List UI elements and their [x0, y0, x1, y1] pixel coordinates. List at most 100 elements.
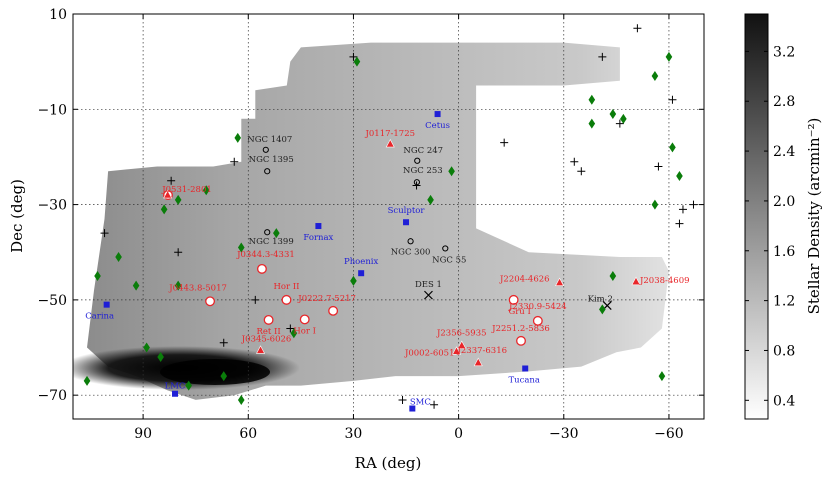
triangle-marker: [163, 189, 173, 199]
green-diamond-marker: [185, 380, 192, 391]
plus-marker: [678, 205, 687, 214]
cluster-circle-marker: [407, 238, 414, 245]
green-diamond-marker: [237, 242, 245, 253]
y-tick-label: −70: [37, 388, 67, 404]
x-axis-ticks: 90 60 30 0 −30 −60: [134, 14, 684, 442]
point-label: NGC 300: [391, 247, 431, 257]
x-tick-label: −60: [654, 426, 684, 442]
plus-marker: [251, 295, 260, 304]
satellite-circle-marker: [299, 314, 310, 325]
point-label: Phoenix: [344, 257, 379, 267]
plus-marker: [174, 248, 183, 257]
green-diamond-marker: [609, 109, 617, 120]
plus-marker: [689, 200, 698, 209]
colorbar-tick-label: 2.8: [773, 94, 795, 110]
point-label: NGC 1407: [247, 135, 292, 145]
dwarf-galaxy-square-marker: [358, 270, 365, 277]
cluster-circle-marker: [264, 229, 271, 236]
point-label: J2337-6316: [456, 346, 507, 356]
y-axis-label: Dec (deg): [8, 179, 26, 253]
green-diamond-marker: [273, 228, 280, 239]
point-label: Hor II: [273, 282, 299, 292]
colorbar-tick-label: 1.6: [773, 244, 795, 260]
triangle-marker: [256, 345, 266, 354]
dwarf-galaxy-square-marker: [409, 405, 416, 412]
plus-marker: [500, 138, 509, 147]
green-diamond-marker: [669, 142, 676, 153]
green-diamond-marker: [609, 271, 617, 282]
x-tick-label: 30: [345, 426, 363, 442]
plus-marker: [633, 24, 642, 33]
colorbar-label: Stellar Density (arcmin⁻²): [805, 118, 823, 315]
markers-layer: [83, 24, 698, 412]
green-diamond-marker: [174, 280, 182, 291]
green-diamond-marker: [665, 51, 673, 62]
point-label: SMC: [410, 398, 431, 408]
point-label: Sculptor: [388, 206, 426, 216]
y-axis-ticks: 10 −10 −30 −50 −70: [37, 7, 704, 404]
y-tick-label: 10: [49, 7, 67, 23]
triangle-marker: [473, 357, 483, 367]
x-tick-label: 90: [134, 426, 152, 442]
y-tick-label: −10: [37, 102, 67, 118]
green-diamond-marker: [448, 166, 455, 177]
triangle-marker: [631, 276, 641, 286]
point-label: J0531-2801: [161, 185, 212, 195]
green-diamond-marker: [234, 132, 242, 143]
y-tick-label: −50: [37, 293, 67, 309]
green-diamond-marker: [588, 94, 596, 105]
dwarf-galaxy-square-marker: [434, 111, 441, 118]
satellite-circle-marker: [263, 314, 274, 325]
satellite-circle-marker: [508, 294, 519, 305]
plus-marker: [349, 52, 358, 61]
plus-marker: [167, 176, 176, 185]
green-diamond-marker: [220, 371, 228, 382]
point-label: J2251.2-5836: [491, 324, 550, 334]
green-diamond-marker: [588, 118, 596, 129]
point-label: Carina: [85, 312, 114, 322]
dwarf-galaxy-square-marker: [172, 390, 179, 397]
triangle-marker: [385, 138, 395, 148]
plus-marker: [598, 52, 607, 61]
cluster-circle-marker: [414, 157, 421, 164]
green-diamond-marker: [350, 275, 357, 286]
green-diamond-marker: [651, 199, 659, 210]
lmc-density-core: [160, 359, 270, 385]
point-label: J0222.7-5217: [297, 294, 356, 304]
plus-marker: [577, 167, 586, 176]
triangle-marker: [555, 277, 565, 287]
green-diamond-marker: [174, 194, 182, 205]
point-label: J2356-5935: [436, 329, 487, 339]
plus-marker: [230, 157, 239, 166]
point-label: J2038-4609: [639, 276, 690, 286]
colorbar-tick-label: 2.4: [773, 144, 795, 160]
colorbar-tick-label: 2.0: [773, 194, 795, 210]
survey-footprint: [87, 42, 669, 400]
colorbar-tick-label: 0.8: [773, 343, 795, 359]
green-diamond-marker: [353, 56, 361, 67]
point-label: J0117-1725: [364, 129, 415, 139]
satellite-circle-marker: [532, 315, 543, 326]
satellite-circle-marker: [205, 296, 216, 307]
green-diamond-marker: [202, 185, 210, 196]
green-diamond-marker: [83, 375, 91, 386]
point-label: Cetus: [425, 121, 450, 131]
triangle-marker: [457, 340, 467, 349]
point-label: NGC 55: [432, 255, 466, 265]
cluster-circle-marker: [262, 146, 269, 153]
plus-marker: [430, 400, 439, 409]
plus-marker: [100, 229, 109, 238]
point-label: J0443.8-5017: [168, 283, 227, 293]
colorbar-ticks: 3.2 2.8 2.4 2.0 1.6 1.2 0.8 0.4: [745, 44, 795, 409]
plus-marker: [219, 338, 228, 347]
x-tick-label: 0: [454, 426, 463, 442]
dwarf-galaxy-square-marker: [403, 219, 410, 226]
green-diamond-marker: [160, 204, 168, 215]
point-label: Ret II: [256, 327, 280, 337]
plot-frame: [72, 13, 705, 420]
cluster-circle-marker: [264, 168, 271, 175]
colorbar-tick-label: 1.2: [773, 294, 795, 310]
green-diamond-marker: [427, 194, 434, 205]
x-tick-label: −30: [549, 426, 579, 442]
